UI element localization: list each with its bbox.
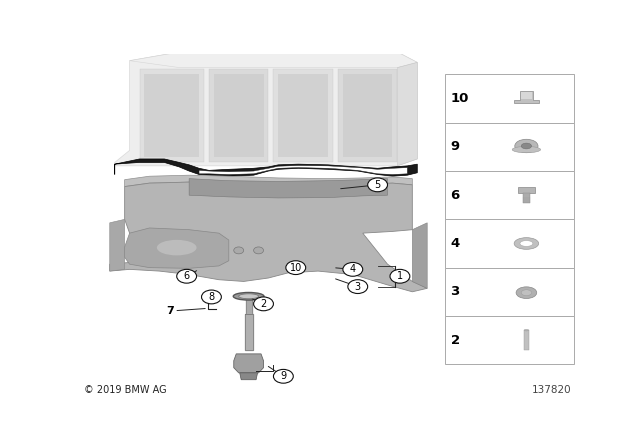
Polygon shape (129, 52, 417, 68)
Polygon shape (110, 220, 125, 271)
Ellipse shape (520, 241, 533, 246)
Polygon shape (234, 354, 264, 373)
Text: 9: 9 (280, 371, 287, 381)
Polygon shape (209, 69, 269, 163)
Bar (445, 171, 573, 220)
Circle shape (202, 290, 221, 304)
Circle shape (177, 269, 196, 283)
Text: 6: 6 (451, 189, 460, 202)
Circle shape (348, 280, 368, 293)
Bar (445, 316, 573, 364)
Text: 3: 3 (451, 285, 460, 298)
Ellipse shape (239, 294, 259, 299)
Text: 7: 7 (166, 306, 174, 316)
Bar (445, 220, 573, 267)
Ellipse shape (521, 143, 532, 149)
Bar (445, 74, 573, 123)
Bar (524, 330, 529, 350)
Polygon shape (412, 223, 428, 289)
Polygon shape (240, 373, 257, 380)
Text: 1: 1 (397, 271, 403, 281)
Circle shape (343, 263, 363, 276)
Polygon shape (145, 74, 199, 157)
Bar (523, 194, 530, 203)
Polygon shape (273, 69, 333, 163)
Text: 8: 8 (209, 292, 214, 302)
Bar (445, 123, 573, 171)
Polygon shape (115, 159, 417, 176)
Circle shape (273, 370, 293, 383)
Bar (445, 267, 573, 316)
Polygon shape (246, 299, 252, 314)
Polygon shape (189, 179, 388, 198)
Polygon shape (278, 74, 328, 157)
Polygon shape (214, 74, 264, 157)
Polygon shape (513, 91, 540, 103)
Circle shape (253, 297, 273, 311)
Text: 2: 2 (451, 334, 460, 347)
Text: 2: 2 (260, 299, 267, 309)
Polygon shape (110, 182, 428, 292)
Polygon shape (125, 175, 412, 186)
Ellipse shape (524, 329, 529, 331)
Text: 3: 3 (355, 282, 361, 292)
Text: 5: 5 (374, 180, 381, 190)
Polygon shape (199, 165, 408, 174)
Text: 9: 9 (451, 140, 460, 153)
Bar (520, 92, 532, 99)
Text: 10: 10 (290, 263, 302, 273)
Ellipse shape (514, 237, 539, 250)
Ellipse shape (233, 293, 264, 300)
Polygon shape (244, 314, 253, 350)
Polygon shape (338, 69, 397, 163)
Ellipse shape (512, 146, 541, 153)
Ellipse shape (516, 287, 537, 298)
Polygon shape (125, 228, 229, 268)
Circle shape (286, 261, 306, 275)
Circle shape (234, 247, 244, 254)
Polygon shape (115, 52, 417, 166)
Text: 4: 4 (349, 264, 356, 274)
Polygon shape (140, 69, 204, 163)
Text: 6: 6 (184, 271, 189, 281)
Circle shape (390, 269, 410, 283)
Polygon shape (343, 74, 392, 157)
Text: © 2019 BMW AG: © 2019 BMW AG (84, 385, 166, 395)
Circle shape (367, 178, 388, 192)
Ellipse shape (157, 240, 196, 255)
Circle shape (253, 247, 264, 254)
Polygon shape (397, 62, 417, 166)
Text: 10: 10 (451, 92, 469, 105)
Polygon shape (518, 187, 535, 194)
Text: 137820: 137820 (531, 385, 571, 395)
Text: 4: 4 (451, 237, 460, 250)
Ellipse shape (521, 290, 532, 296)
Ellipse shape (515, 139, 538, 153)
